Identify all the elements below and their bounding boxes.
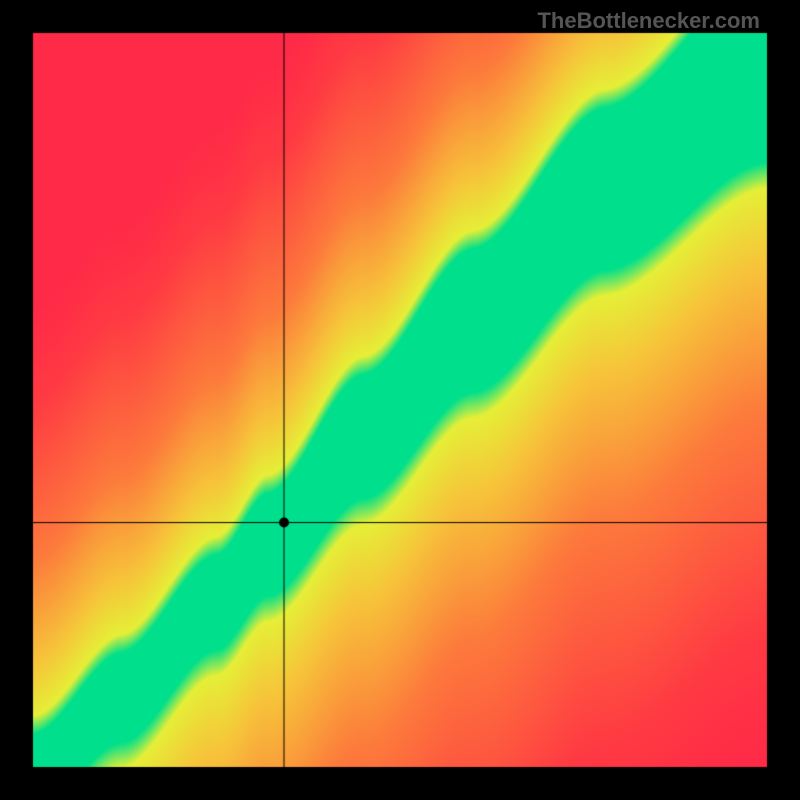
chart-container: TheBottlenecker.com (0, 0, 800, 800)
bottleneck-heatmap-canvas (0, 0, 800, 800)
watermark-text: TheBottlenecker.com (537, 8, 760, 34)
